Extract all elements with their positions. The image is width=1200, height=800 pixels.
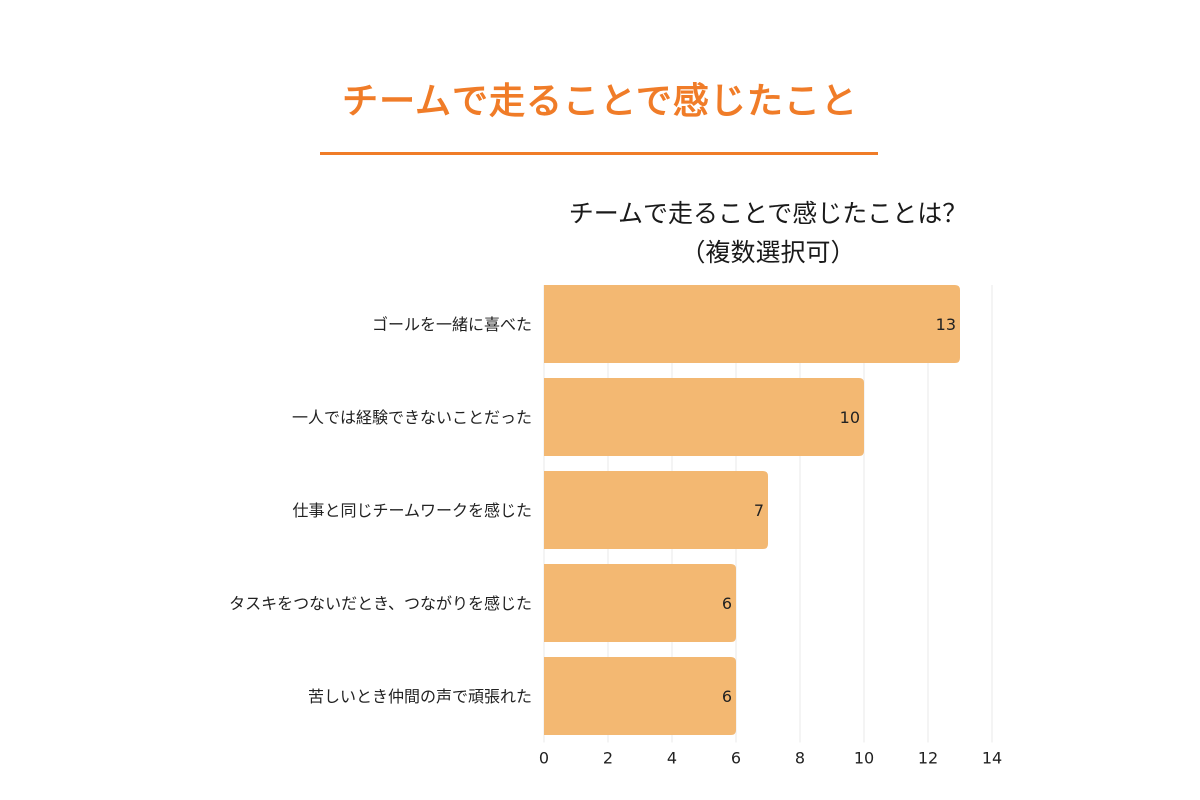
category-label: 仕事と同じチームワークを感じた: [292, 501, 532, 520]
data-label: 6: [722, 687, 732, 706]
data-label: 13: [936, 315, 956, 334]
chart-subtitle: （複数選択可）: [680, 238, 856, 267]
data-label: 7: [754, 501, 764, 520]
category-label: ゴールを一緒に喜べた: [372, 315, 532, 334]
category-label: タスキをつないだとき、つながりを感じた: [229, 594, 532, 613]
data-label: 6: [722, 594, 732, 613]
x-tick-label: 8: [795, 749, 805, 768]
data-labels: 13 10 7 6 6: [722, 315, 956, 706]
x-tick-label: 6: [731, 749, 741, 768]
x-tick-label: 12: [918, 749, 938, 768]
bars: [544, 285, 960, 735]
data-label: 10: [840, 408, 860, 427]
chart-title: チームで走ることで感じたことは？: [568, 199, 968, 228]
category-label: 苦しいとき仲間の声で頑張れた: [308, 687, 532, 706]
bar: [544, 471, 768, 549]
bar: [544, 285, 960, 363]
x-tick-label: 2: [603, 749, 613, 768]
heading-divider: [320, 152, 878, 155]
x-tick-label: 0: [539, 749, 549, 768]
bar: [544, 657, 736, 735]
bar: [544, 564, 736, 642]
x-tick-label: 4: [667, 749, 677, 768]
category-labels: ゴールを一緒に喜べた一人では経験できないことだった仕事と同じチームワークを感じた…: [229, 315, 532, 706]
x-tick-label: 14: [982, 749, 1002, 768]
bar: [544, 378, 864, 456]
x-tick-label: 10: [854, 749, 874, 768]
page-heading: チームで走ることで感じたこと: [342, 81, 858, 122]
x-axis-ticks: 0 2 4 6 8 10 12 14: [539, 749, 1002, 768]
category-label: 一人では経験できないことだった: [292, 408, 532, 427]
